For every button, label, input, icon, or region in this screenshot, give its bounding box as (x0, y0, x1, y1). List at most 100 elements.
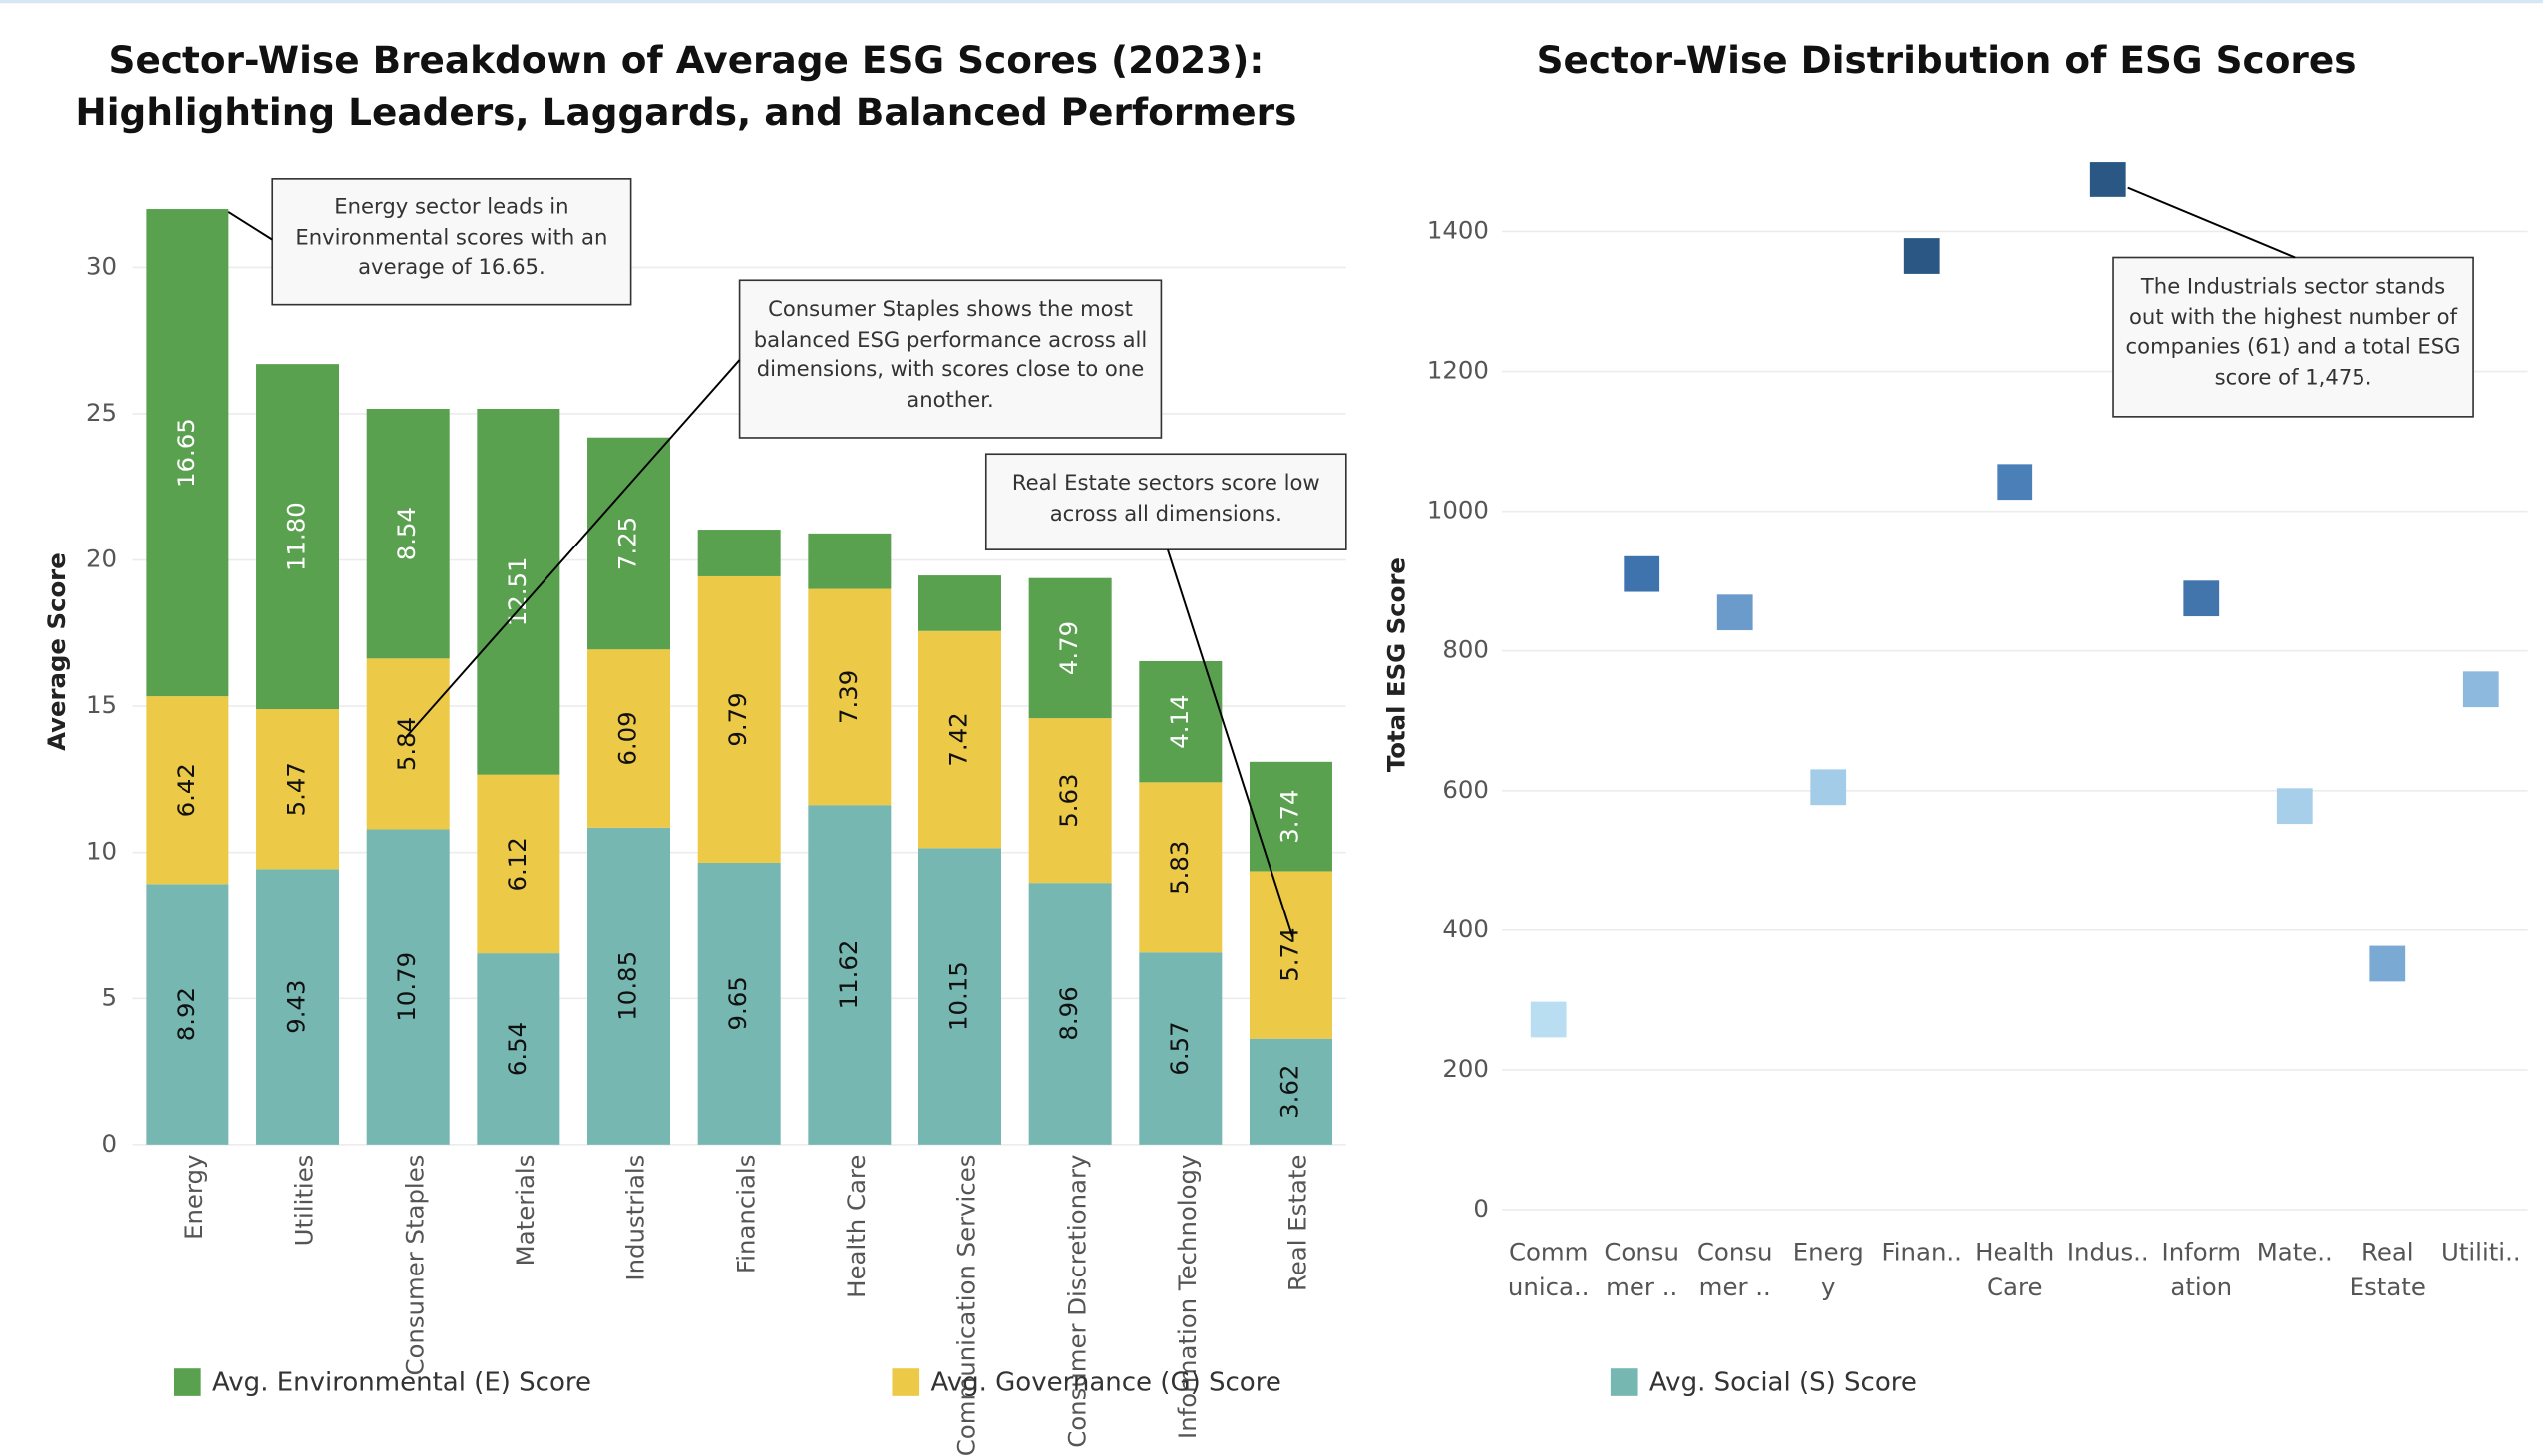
value-label: 8.96 (1054, 986, 1083, 1040)
value-label: 4.79 (1054, 621, 1083, 675)
value-label: 8.54 (392, 507, 421, 560)
point (2462, 671, 2499, 708)
y-tick-label: 800 (1442, 635, 1489, 664)
x-tick-label-box: Consu mer .. (1604, 1237, 1679, 1302)
value-label: 6.54 (503, 1022, 532, 1076)
x-tick-label: Inform ation .. (2161, 1237, 2242, 1315)
bar-segment (1028, 883, 1112, 1145)
value-label: 5.47 (282, 762, 311, 816)
y-tick-label: 5 (102, 982, 118, 1011)
x-tick-label-box: Energy (1792, 1237, 1864, 1302)
x-tick-label: Industrials (621, 1155, 650, 1281)
bar-segment (366, 408, 450, 659)
x-tick-label: Real Estate (2349, 1237, 2426, 1302)
bar-segment (1028, 577, 1112, 719)
x-tick-label-box: Mate.. (2256, 1237, 2333, 1267)
title-box: Sector-Wise Breakdown of Average ESG Sco… (75, 40, 1297, 135)
x-tick-label: Consumer Discretionary (1062, 1155, 1091, 1448)
y-axis-label: Total ESG Score (1381, 557, 1410, 772)
legend-label: Avg. Social (S) Score (1649, 1367, 1917, 1397)
y-tick-label: 200 (1442, 1054, 1489, 1083)
value-label: 11.62 (834, 940, 863, 1010)
x-tick-label: Information Technology (1173, 1155, 1202, 1439)
annotation-box: Consumer Staples shows the most balanced… (753, 298, 1148, 413)
annotation: Real Estate sectors score low across all… (1011, 472, 1320, 527)
bar-segment (366, 829, 450, 1145)
annotation: The Industrials sector stands out with t… (2125, 275, 2461, 391)
bar-segment (808, 588, 892, 806)
bar-segment (256, 869, 340, 1145)
point (1716, 594, 1753, 631)
y-tick-label: 25 (86, 398, 117, 427)
annotation-box: Energy sector leads in Environmental sco… (295, 196, 607, 281)
x-tick-label: Energy (1792, 1237, 1864, 1302)
x-tick-label: Finan.. (1881, 1237, 1962, 1267)
x-tick-label: Consu mer .. (1696, 1237, 1773, 1302)
bar-segment (1139, 660, 1223, 783)
value-label: 6.12 (503, 837, 532, 891)
chart-title: Sector-Wise Breakdown of Average ESG Sco… (75, 40, 1297, 135)
x-tick-label-box: Indus.. (2067, 1238, 2149, 1267)
point (2276, 788, 2313, 825)
y-tick-label: 600 (1442, 775, 1489, 804)
value-label: 9.79 (723, 692, 752, 746)
value-label: 7.39 (834, 670, 863, 724)
x-tick-label-box: Comm unica.. (1508, 1238, 1590, 1302)
bar-segment (1249, 761, 1332, 872)
y-tick-label: 1000 (1427, 496, 1489, 525)
point (1530, 1001, 1567, 1038)
bar-segment (146, 696, 229, 885)
value-label: 6.42 (172, 763, 200, 817)
annotation-box (738, 279, 1163, 439)
bar-segment (697, 862, 781, 1145)
legend-label: Avg. Governance (G) Score (930, 1367, 1280, 1397)
annotation-box: Real Estate sectors score low across all… (1011, 472, 1320, 527)
value-label: 6.57 (1165, 1021, 1194, 1075)
y-tick-label: 0 (1473, 1194, 1489, 1223)
point (1903, 238, 1940, 274)
x-tick-label: Consu mer .. (1604, 1237, 1679, 1302)
x-tick-label: Utilities (290, 1155, 319, 1247)
bar-segment (697, 530, 781, 576)
point (2369, 945, 2406, 982)
bar-segment (917, 630, 1001, 849)
annotations (227, 186, 2296, 938)
value-label: 16.65 (172, 418, 200, 488)
bar-segment (1139, 952, 1223, 1145)
value-label: 4.14 (1165, 695, 1194, 749)
annotation: Consumer Staples shows the most balanced… (753, 298, 1148, 413)
x-tick-label: Energy (180, 1155, 208, 1240)
point (1624, 555, 1660, 592)
legend-swatch (174, 1368, 201, 1396)
title-box: Sector-Wise Distribution of ESG Scores (1536, 40, 2357, 83)
annotation-line (1166, 548, 1294, 938)
x-tick-label-box: Consu mer .. (1696, 1237, 1773, 1302)
value-label: 10.79 (392, 952, 421, 1022)
bar-segment (1249, 1038, 1332, 1145)
x-tick-label: Utiliti.. (2440, 1237, 2521, 1267)
y-tick-label: 1400 (1427, 215, 1489, 244)
value-label: 9.43 (282, 979, 311, 1033)
value-label: 5.63 (1054, 774, 1083, 828)
value-label: 11.80 (282, 502, 311, 571)
legend-swatch (1610, 1368, 1638, 1396)
annotation-box (271, 178, 632, 306)
annotation-box (2112, 256, 2474, 418)
bar-segment (917, 575, 1001, 631)
x-tick-label: Health Care (842, 1155, 871, 1298)
chart-title: Sector-Wise Distribution of ESG Scores (1536, 40, 2357, 83)
x-tick-label-box: Health Care (1975, 1238, 2054, 1302)
x-tick-label-box: Real Estate (2349, 1237, 2426, 1302)
value-label: 7.25 (613, 517, 642, 570)
value-label: 5.74 (1274, 927, 1303, 981)
bar-segment (917, 848, 1001, 1145)
bar-segment (477, 774, 560, 954)
bar-segment (808, 533, 892, 589)
x-tick-label: Mate.. (2256, 1237, 2333, 1267)
annotation-line (227, 211, 273, 241)
y-axis-label: Average Score (42, 552, 71, 751)
value-label: 10.85 (613, 951, 642, 1021)
annotation-box: The Industrials sector stands out with t… (2125, 275, 2461, 391)
point (2089, 162, 2126, 197)
bar-segment (1249, 871, 1332, 1039)
